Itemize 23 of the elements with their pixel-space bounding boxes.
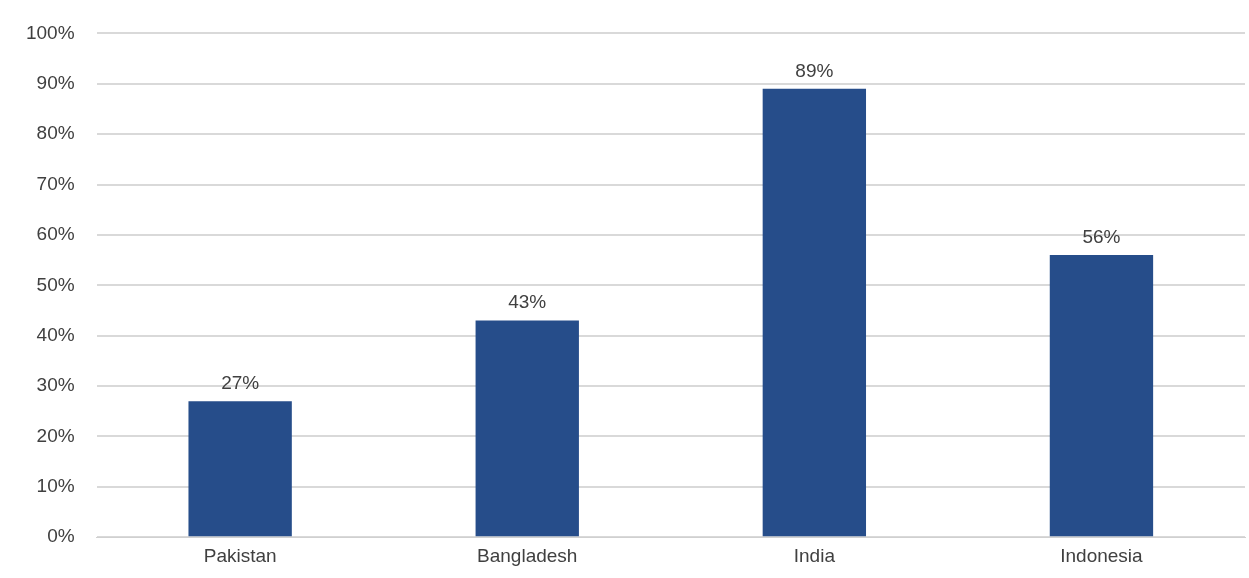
x-tick-label: Indonesia bbox=[1060, 544, 1144, 566]
bar bbox=[1049, 255, 1154, 537]
data-label: 27% bbox=[221, 371, 260, 393]
x-tick-label: Bangladesh bbox=[477, 544, 578, 566]
y-tick-label: 10% bbox=[36, 475, 75, 497]
y-tick-label: 0% bbox=[47, 525, 75, 547]
data-label: 56% bbox=[1082, 225, 1121, 247]
y-tick-label: 80% bbox=[36, 122, 75, 144]
y-tick-label: 60% bbox=[36, 223, 75, 245]
y-tick-label: 20% bbox=[36, 424, 75, 446]
y-tick-label: 30% bbox=[36, 374, 75, 396]
bar bbox=[475, 320, 579, 537]
x-tick-label: Pakistan bbox=[203, 544, 277, 566]
y-tick-label: 50% bbox=[36, 273, 75, 295]
y-tick-label: 100% bbox=[25, 21, 75, 43]
x-tick-label: India bbox=[793, 544, 836, 566]
y-tick-label: 90% bbox=[36, 72, 75, 94]
data-label: 43% bbox=[508, 291, 547, 313]
y-tick-label: 70% bbox=[36, 172, 75, 194]
y-tick-label: 40% bbox=[36, 323, 75, 345]
bar bbox=[188, 401, 292, 537]
data-label: 89% bbox=[795, 59, 834, 81]
bar bbox=[762, 88, 867, 537]
